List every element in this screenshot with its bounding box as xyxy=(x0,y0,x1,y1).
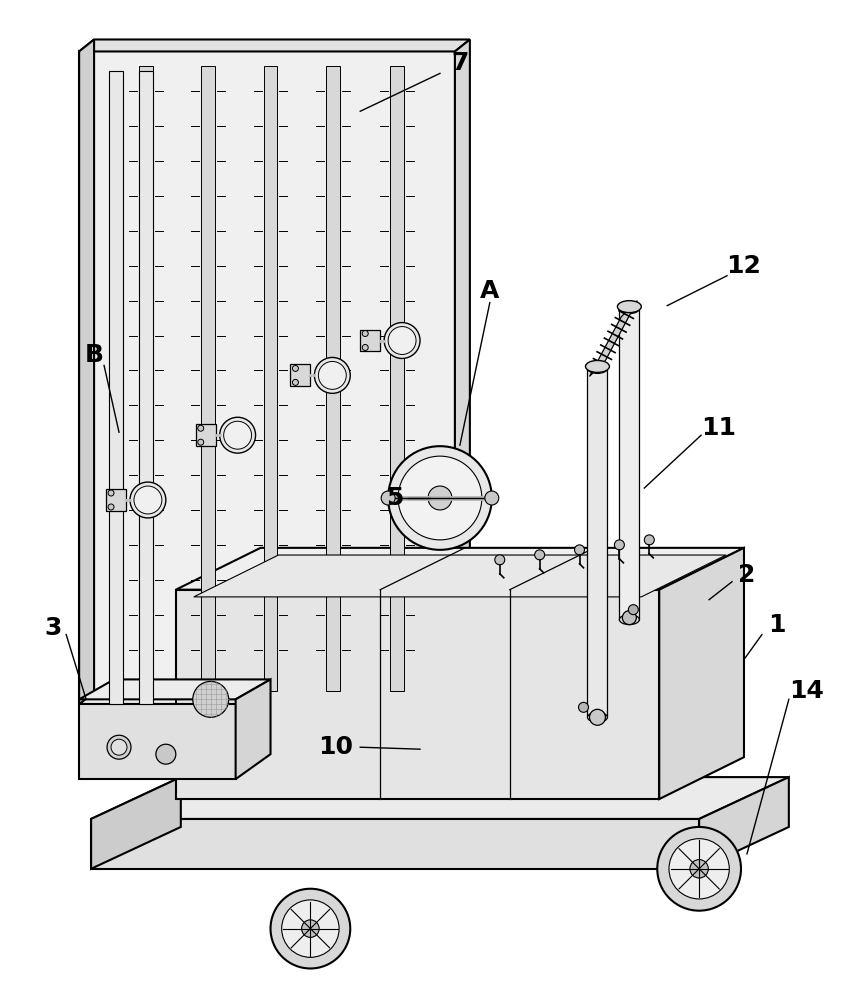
Circle shape xyxy=(622,611,635,625)
Circle shape xyxy=(223,421,251,449)
Circle shape xyxy=(628,605,638,615)
Polygon shape xyxy=(176,590,659,799)
Circle shape xyxy=(668,839,728,899)
Polygon shape xyxy=(587,368,607,717)
Circle shape xyxy=(197,425,203,431)
Polygon shape xyxy=(139,66,152,691)
Polygon shape xyxy=(91,819,698,869)
Polygon shape xyxy=(263,66,277,691)
Text: 14: 14 xyxy=(789,679,823,703)
Polygon shape xyxy=(455,39,469,704)
Circle shape xyxy=(494,555,505,565)
Text: 10: 10 xyxy=(318,735,352,759)
Polygon shape xyxy=(79,51,455,704)
Polygon shape xyxy=(79,39,469,51)
Text: 3: 3 xyxy=(45,616,62,640)
Polygon shape xyxy=(290,364,310,386)
Polygon shape xyxy=(390,66,404,691)
Circle shape xyxy=(292,379,298,385)
Text: B: B xyxy=(84,343,103,367)
Circle shape xyxy=(384,323,419,358)
Circle shape xyxy=(108,490,114,496)
Text: 11: 11 xyxy=(701,416,735,440)
Circle shape xyxy=(578,702,588,712)
Circle shape xyxy=(614,540,623,550)
Polygon shape xyxy=(91,777,181,869)
Circle shape xyxy=(108,504,114,510)
Circle shape xyxy=(534,550,544,560)
Polygon shape xyxy=(79,704,235,779)
Polygon shape xyxy=(235,679,270,779)
Circle shape xyxy=(656,827,740,911)
Polygon shape xyxy=(360,330,380,351)
Polygon shape xyxy=(698,777,788,869)
Ellipse shape xyxy=(587,712,607,722)
Circle shape xyxy=(398,456,481,540)
Polygon shape xyxy=(139,71,152,704)
Circle shape xyxy=(282,900,338,957)
Polygon shape xyxy=(176,548,743,590)
Polygon shape xyxy=(106,489,126,511)
Circle shape xyxy=(301,920,319,937)
Text: 1: 1 xyxy=(767,613,784,637)
Circle shape xyxy=(428,486,451,510)
Ellipse shape xyxy=(619,304,639,314)
Circle shape xyxy=(193,681,228,717)
Polygon shape xyxy=(108,71,123,704)
Ellipse shape xyxy=(585,360,609,372)
Circle shape xyxy=(111,739,127,755)
Circle shape xyxy=(107,735,131,759)
Polygon shape xyxy=(326,66,340,691)
Polygon shape xyxy=(619,309,639,620)
Text: 2: 2 xyxy=(737,563,755,587)
Circle shape xyxy=(589,709,604,725)
Circle shape xyxy=(133,486,162,514)
Text: 12: 12 xyxy=(726,254,760,278)
Circle shape xyxy=(292,365,298,371)
Text: A: A xyxy=(480,279,499,303)
Circle shape xyxy=(574,545,584,555)
Ellipse shape xyxy=(619,615,639,625)
Circle shape xyxy=(270,889,350,968)
Polygon shape xyxy=(194,555,725,597)
Circle shape xyxy=(484,491,499,505)
Circle shape xyxy=(362,331,368,337)
Circle shape xyxy=(362,345,368,350)
Circle shape xyxy=(643,535,653,545)
Polygon shape xyxy=(79,679,270,699)
Polygon shape xyxy=(195,424,215,446)
Circle shape xyxy=(197,439,203,445)
Circle shape xyxy=(381,491,394,505)
Circle shape xyxy=(318,361,346,389)
Circle shape xyxy=(314,357,350,393)
Circle shape xyxy=(156,744,176,764)
Polygon shape xyxy=(589,301,636,376)
Circle shape xyxy=(387,327,416,354)
Circle shape xyxy=(220,417,255,453)
Circle shape xyxy=(689,860,708,878)
Polygon shape xyxy=(79,39,94,704)
Polygon shape xyxy=(91,777,788,819)
Ellipse shape xyxy=(587,363,607,373)
Text: 7: 7 xyxy=(450,51,468,75)
Ellipse shape xyxy=(616,301,641,313)
Circle shape xyxy=(387,446,492,550)
Circle shape xyxy=(130,482,165,518)
Polygon shape xyxy=(659,548,743,799)
Polygon shape xyxy=(201,66,214,691)
Text: 5: 5 xyxy=(386,486,403,510)
